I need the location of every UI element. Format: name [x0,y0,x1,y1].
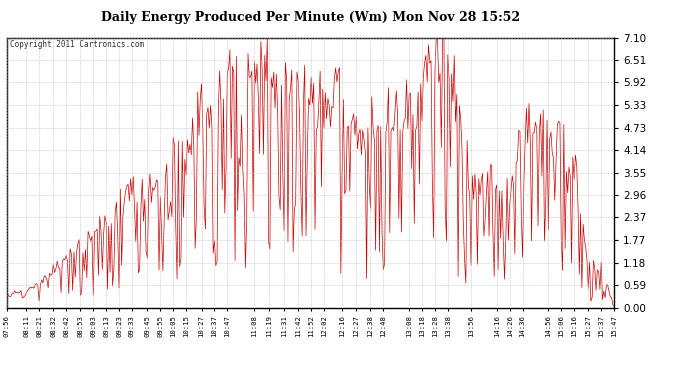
Text: Copyright 2011 Cartronics.com: Copyright 2011 Cartronics.com [10,40,144,49]
Text: Daily Energy Produced Per Minute (Wm) Mon Nov 28 15:52: Daily Energy Produced Per Minute (Wm) Mo… [101,11,520,24]
